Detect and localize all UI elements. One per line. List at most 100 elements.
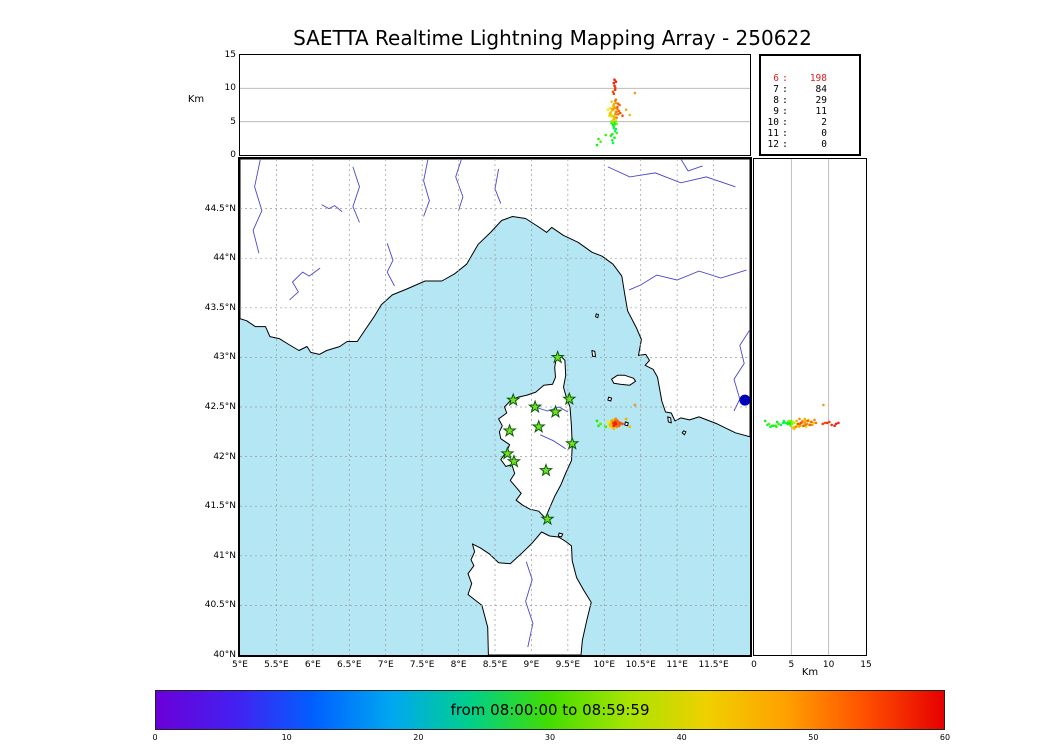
map-panel — [238, 157, 752, 657]
alt-gridlines — [790, 159, 830, 655]
station-star-icon — [548, 404, 563, 419]
giannutri — [681, 430, 687, 436]
alt-tick-label: 0 — [230, 150, 236, 160]
station-count-panel: 6:198 7:84 8:29 9:11 10:2 11:0 12:0 — [759, 54, 861, 156]
stat-sep: : — [782, 106, 788, 117]
station-star-icon — [500, 446, 515, 460]
colorbar-tick-label: 10 — [281, 733, 292, 742]
station-count-row: 12: 0 — [762, 139, 859, 150]
station-star-icon — [531, 419, 546, 433]
lon-tick-label: 7.5°E — [409, 660, 435, 670]
station-star-icon — [506, 454, 522, 468]
time-colorbar: from 08:00:00 to 08:59:59 — [155, 690, 945, 730]
altitude-latitude-panel — [753, 158, 867, 656]
lat-tick-label: 41°N — [213, 550, 236, 561]
lat-tick-label: 40.5°N — [204, 600, 236, 611]
giglio — [667, 416, 672, 424]
alt-tick-label: 5 — [230, 116, 236, 127]
colorbar-tick-label: 0 — [152, 733, 158, 742]
altitude-latitude-plot — [763, 159, 840, 655]
station-star-icon — [565, 436, 580, 450]
station-count-row: 11: 0 — [762, 128, 859, 139]
lat-tick-label: 41.5°N — [204, 501, 236, 512]
station-count-row: 10: 2 — [762, 117, 859, 128]
altitude-longitude-panel — [239, 54, 751, 156]
lon-tick-label: 8°E — [450, 660, 467, 670]
stat-label: 7 — [773, 84, 779, 95]
alt-tick-label: 10 — [822, 660, 835, 670]
lon-tick-label: 9.5°E — [555, 660, 581, 670]
station-count-row: 7: 84 — [762, 84, 859, 95]
colorbar-tick-label: 20 — [413, 733, 424, 742]
stat-sep: : — [782, 73, 788, 84]
station-star-icon — [562, 391, 577, 406]
lon-tick-label: 11°E — [666, 660, 688, 670]
stat-value: 11 — [815, 106, 827, 117]
corsica — [498, 355, 573, 519]
lon-tick-label: 6°E — [304, 660, 321, 670]
altitude-axis-label-bottom: Km — [801, 667, 819, 678]
station-markers — [500, 349, 580, 526]
alt-gridlines — [240, 87, 750, 123]
elba — [611, 374, 637, 386]
blue-marker — [739, 394, 750, 406]
lon-tick-label: 7°E — [377, 660, 394, 670]
station-count-row: 9: 11 — [762, 106, 859, 117]
stat-label: 6 — [773, 73, 779, 84]
colorbar-tick-label: 40 — [676, 733, 687, 742]
stat-sep: : — [782, 117, 788, 128]
stat-value: 198 — [809, 73, 827, 84]
pianosa — [607, 396, 613, 402]
station-count-row: 6: 198 — [762, 73, 859, 84]
colorbar-tick-label: 30 — [544, 733, 556, 742]
lon-tick-label: 8.5°E — [482, 660, 508, 670]
lightning-points — [595, 78, 637, 147]
lon-tick-label: 5°E — [232, 660, 248, 670]
lon-tick-label: 5.5°E — [264, 660, 289, 670]
lat-tick-label: 43°N — [213, 352, 236, 363]
alt-tick-label: 15 — [860, 660, 872, 670]
stat-value: 2 — [821, 117, 827, 128]
lon-tick-label: 10°E — [593, 660, 616, 670]
alt-tick-label: 15 — [224, 50, 236, 60]
station-star-icon — [540, 511, 555, 526]
stat-value: 0 — [821, 128, 827, 139]
capraia — [591, 350, 596, 357]
lat-tick-label: 44°N — [213, 253, 236, 264]
station-star-icon — [538, 462, 554, 477]
stat-sep: : — [782, 139, 788, 150]
lightning-points — [763, 403, 840, 431]
colorbar-tick-label: 60 — [939, 733, 951, 742]
stat-label: 11 — [767, 128, 779, 139]
lon-tick-label: 6.5°E — [337, 660, 362, 670]
lat-tick-label: 42.5°N — [204, 402, 236, 412]
alt-tick-label: 5 — [788, 660, 795, 670]
stat-sep: : — [782, 84, 788, 95]
stat-value: 0 — [821, 139, 827, 150]
station-count-list: 6:198 7:84 8:29 9:11 10:2 11:0 12:0 — [761, 56, 859, 150]
map-plot — [240, 159, 750, 655]
stat-value: 29 — [815, 95, 827, 106]
alt-tick-label: 0 — [751, 660, 757, 670]
lon-tick-label: 9°E — [523, 660, 540, 670]
station-star-icon — [506, 392, 521, 407]
stat-label: 10 — [767, 117, 779, 128]
sardinia — [467, 531, 592, 655]
lat-tick-label: 44.5°N — [204, 203, 236, 214]
station-star-icon — [550, 349, 565, 364]
rivers — [252, 159, 750, 648]
gorgona — [595, 313, 599, 319]
lon-tick-label: 10.5°E — [625, 660, 656, 670]
lon-tick-label: 11.5°E — [698, 660, 729, 670]
stat-sep: : — [782, 95, 788, 106]
alt-tick-label: 10 — [224, 83, 236, 94]
stat-sep: : — [782, 128, 788, 139]
stat-label: 12 — [767, 139, 779, 150]
station-count-row: 8: 29 — [762, 95, 859, 106]
station-star-icon — [527, 399, 543, 414]
mainland-europe — [240, 159, 750, 438]
altitude-longitude-plot — [240, 78, 750, 147]
colorbar-time-range-label: from 08:00:00 to 08:59:59 — [450, 701, 650, 719]
lat-tick-label: 43.5°N — [204, 302, 236, 313]
